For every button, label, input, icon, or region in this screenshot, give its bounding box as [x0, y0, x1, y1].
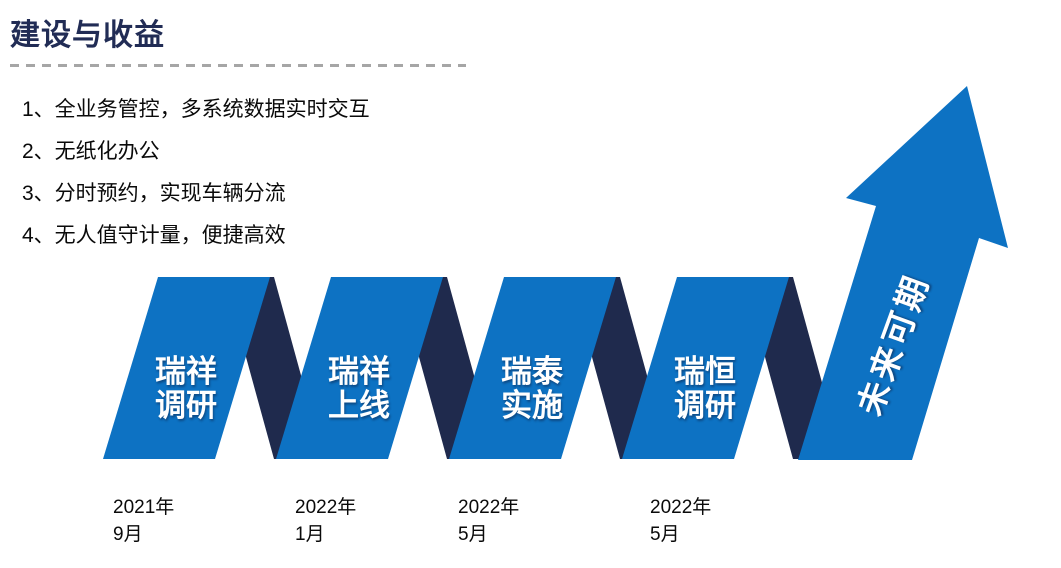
stage-3-label-line-1: 瑞泰: [501, 354, 564, 389]
stage-1-date-month: 9月: [113, 524, 143, 545]
stage-4-label-line-2: 调研: [674, 388, 736, 423]
stage-3-date-month: 5月: [458, 524, 488, 545]
benefit-item-2: 2、无纸化办公: [22, 140, 160, 163]
benefit-list: 1、全业务管控，多系统数据实时交互 2、无纸化办公 3、分时预约，实现车辆分流 …: [22, 96, 370, 264]
stage-4-date-year: 2022年: [650, 497, 712, 518]
stage-4-date: 2022年 5月: [650, 494, 711, 548]
stage-2-date-month: 1月: [295, 524, 325, 545]
stage-2-label-line-2: 上线: [328, 388, 390, 423]
stage-1-date: 2021年 9月: [113, 494, 174, 548]
stage-3-date: 2022年 5月: [458, 494, 519, 548]
stage-2-label-line-1: 瑞祥: [328, 354, 390, 389]
benefit-item-3: 3、分时预约，实现车辆分流: [22, 182, 286, 205]
page-title: 建设与收益: [10, 19, 165, 52]
stage-4-label-line-1: 瑞恒: [674, 354, 736, 389]
stage-1-date-year: 2021年: [113, 497, 175, 518]
stage-3-label-line-2: 实施: [501, 388, 563, 423]
growth-arrow: [798, 86, 1008, 460]
title-divider: [10, 64, 466, 67]
stage-4-block: [622, 277, 789, 459]
stage-1-label-line-1: 瑞祥: [155, 354, 217, 389]
stage-4-date-month: 5月: [650, 524, 680, 545]
benefit-item-1: 1、全业务管控，多系统数据实时交互: [22, 98, 370, 121]
stage-1-label-line-2: 调研: [155, 388, 217, 423]
stage-1-block: [103, 277, 270, 459]
stage-2-date: 2022年 1月: [295, 494, 356, 548]
stage-2-block: [276, 277, 443, 459]
stage-3-block: [449, 277, 616, 459]
stage-2-date-year: 2022年: [295, 497, 357, 518]
stage-3-date-year: 2022年: [458, 497, 520, 518]
benefit-item-4: 4、无人值守计量，便捷高效: [22, 224, 286, 247]
